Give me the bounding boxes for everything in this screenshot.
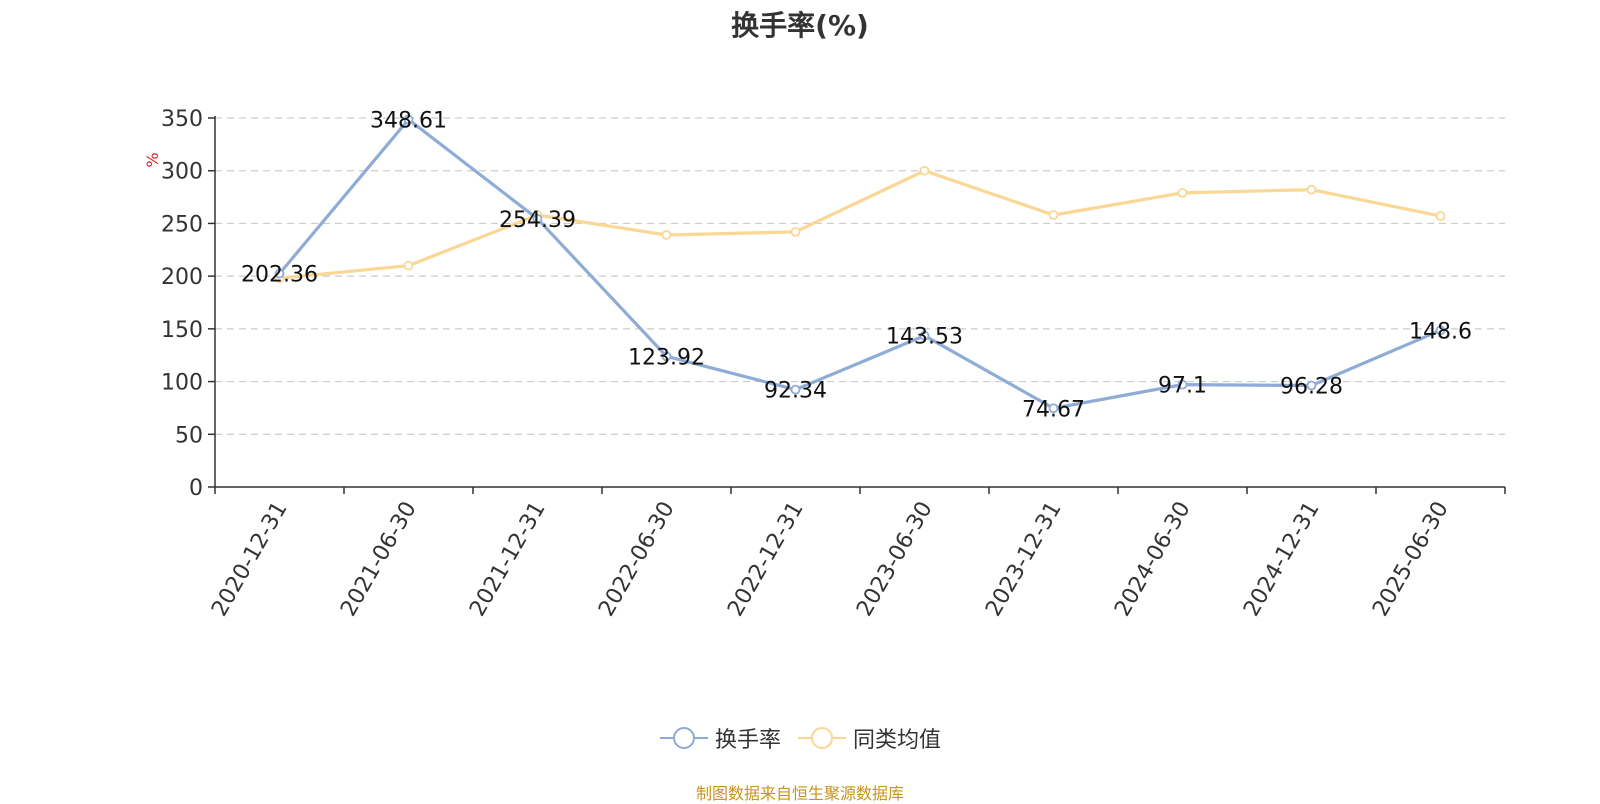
grid-lines	[215, 117, 1505, 435]
legend-label: 换手率	[714, 728, 781, 753]
y-tick-label: 300	[161, 160, 203, 185]
legend-marker-icon	[798, 727, 846, 749]
data-point	[919, 330, 930, 341]
data-point	[403, 260, 414, 271]
data-label: 92.34	[764, 379, 827, 404]
legend-item[interactable]: 同类均值	[797, 722, 941, 754]
data-point	[661, 351, 672, 362]
data-point	[532, 213, 543, 224]
legend-item[interactable]: 换手率	[659, 722, 781, 754]
legend: 换手率 同类均值	[0, 722, 1600, 756]
data-label: 74.67	[1022, 397, 1085, 422]
data-label: 143.53	[886, 325, 963, 350]
data-point	[1048, 403, 1059, 414]
x-tick-label: 2024-06-30	[1110, 498, 1196, 621]
series-lines	[274, 114, 1446, 414]
x-tick-label: 2021-12-31	[465, 498, 551, 621]
y-tick-label: 200	[161, 265, 203, 290]
axes: 0 50 100 150 200 250 300 350% 2020-12-31 2021-06-…	[143, 107, 1506, 621]
data-labels: 202.36 348.61 254.39 123.92 92.34 143.53 74.67…	[241, 108, 1472, 422]
data-label: 123.92	[628, 345, 705, 370]
data-point	[1177, 379, 1188, 390]
legend-label: 同类均值	[853, 728, 942, 753]
chart-title: 换手率(%)	[731, 9, 869, 42]
data-label: 348.61	[370, 108, 447, 133]
x-tick-label: 2021-06-30	[336, 498, 422, 621]
data-point	[274, 268, 285, 279]
data-label: 96.28	[1280, 374, 1343, 399]
data-point	[1177, 187, 1188, 198]
data-point	[1435, 325, 1446, 336]
data-point	[1306, 380, 1317, 391]
data-point	[919, 165, 930, 176]
series-line	[278, 117, 1442, 410]
data-label: 202.36	[241, 263, 318, 288]
x-tick-label: 2022-12-31	[723, 498, 809, 621]
data-point	[790, 384, 801, 395]
source-note: 制图数据来自恒生聚源数据库	[695, 784, 904, 803]
data-point	[661, 230, 672, 240]
y-tick-label: 350	[161, 107, 203, 132]
data-point	[403, 114, 414, 125]
x-tick-label: 2023-06-30	[852, 498, 938, 621]
data-point	[1306, 184, 1317, 195]
series-line	[279, 169, 1441, 280]
y-tick-label: 0	[189, 476, 203, 501]
data-point	[1048, 210, 1059, 220]
x-tick-label: 2023-12-31	[981, 498, 1067, 621]
x-tick-label: 2025-06-30	[1368, 498, 1454, 621]
data-point	[790, 226, 801, 237]
y-tick-label: 50	[175, 423, 203, 448]
y-tick-label: 250	[161, 212, 203, 237]
x-tick-label: 2022-06-30	[594, 498, 680, 621]
data-point	[1435, 211, 1446, 221]
data-label: 148.6	[1409, 319, 1472, 344]
data-label: 97.1	[1158, 374, 1207, 399]
y-tick-label: 150	[161, 318, 203, 343]
x-tick-label: 2020-12-31	[207, 498, 293, 621]
legend-marker-icon	[659, 727, 708, 749]
y-axis-unit-label: %	[143, 152, 162, 167]
data-label: 254.39	[499, 208, 576, 233]
y-tick-label: 100	[161, 371, 203, 396]
x-tick-label: 2024-12-31	[1239, 498, 1325, 621]
